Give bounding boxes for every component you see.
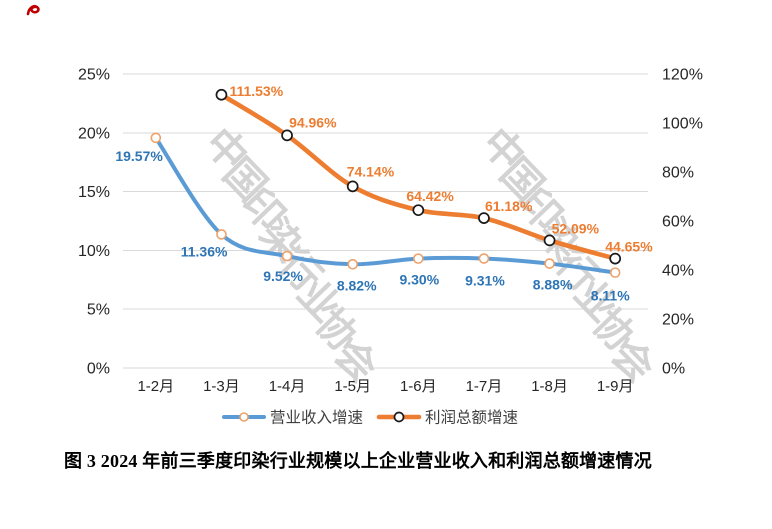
right-axis-tick: 100% [662,116,703,133]
figure-caption: 图 3 2024 年前三季度印染行业规模以上企业营业收入和利润总额增速情况 [64,451,652,471]
x-axis-tick: 1-4月 [269,378,306,395]
gridlines [123,73,648,369]
data-point-marker [413,253,424,264]
legend-item-revenue: 营业收入增速 [222,409,363,427]
series-revenue-growth [150,132,621,278]
x-axis-tick: 1-5月 [334,378,371,395]
left-axis-tick: 0% [87,361,110,378]
legend: 营业收入增速 利润总额增速 [222,409,518,427]
data-point-marker [347,258,358,270]
data-label: 9.52% [263,268,303,284]
data-label: 61.18% [485,198,533,214]
data-point-marker [543,234,556,247]
series-profit-growth [215,88,622,265]
x-axis-tick: 1-3月 [203,378,240,395]
legend-label: 营业收入增速 [270,409,363,427]
left-axis-tick: 10% [78,243,110,260]
legend-label: 利润总额增速 [425,409,518,427]
x-axis-tick: 1-6月 [400,378,437,395]
data-label: 11.36% [181,243,228,259]
revenue-data-labels: 19.57% 11.36% 9.52% 8.82% 9.30% 9.31% 8.88% 8.1… [115,148,630,304]
data-point-marker [609,252,622,265]
right-axis-tick: 80% [662,165,694,182]
left-axis-tick: 20% [78,125,110,142]
data-point-marker [215,88,228,101]
data-label: 8.11% [591,288,630,304]
legend-marker-swatch [393,411,405,423]
data-label: 9.30% [399,272,439,288]
data-label: 8.88% [533,277,573,293]
right-axis-labels: 120% 100% 80% 60% 40% 20% 0% [662,67,703,378]
legend-item-profit: 利润总额增速 [376,409,518,427]
data-point-marker [544,258,555,269]
data-label: 64.42% [406,188,454,204]
data-point-marker [216,229,227,240]
data-label: 74.14% [347,163,395,179]
data-point-marker [150,132,162,144]
left-axis-tick: 15% [78,184,110,201]
data-label: 94.96% [289,114,337,130]
data-point-marker [478,212,490,224]
data-label: 44.65% [605,239,653,255]
right-axis-tick: 20% [662,312,694,329]
red-pen-mark [26,4,40,16]
data-point-marker [346,180,359,193]
x-axis-tick: 1-2月 [137,378,174,395]
data-point-marker [281,129,293,142]
x-axis-tick: 1-9月 [597,378,634,395]
right-axis-tick: 0% [662,361,685,378]
data-label: 9.31% [465,273,505,289]
right-axis-tick: 120% [662,67,703,84]
right-axis-tick: 40% [662,263,694,280]
legend-marker-swatch [239,412,249,422]
data-label: 111.53% [229,83,283,99]
data-point-marker [281,250,293,262]
data-label: 8.82% [337,277,377,293]
data-point-marker [412,204,425,217]
data-label: 19.57% [115,148,163,164]
left-axis-tick: 5% [87,302,110,319]
right-axis-tick: 60% [662,214,694,231]
left-axis-labels: 25% 20% 15% 10% 5% 0% [78,67,110,378]
profit-data-labels: 111.53% 94.96% 74.14% 64.42% 61.18% 52.09% 44.… [229,83,653,255]
x-axis-tick: 1-7月 [466,378,503,395]
data-point-marker [478,253,490,264]
x-axis-tick: 1-8月 [531,378,568,395]
x-axis-labels: 1-2月 1-3月 1-4月 1-5月 1-6月 1-7月 1-8月 1-9月 [137,378,633,395]
data-point-marker [609,267,621,278]
left-axis-tick: 25% [78,67,110,84]
data-label: 52.09% [552,220,600,236]
